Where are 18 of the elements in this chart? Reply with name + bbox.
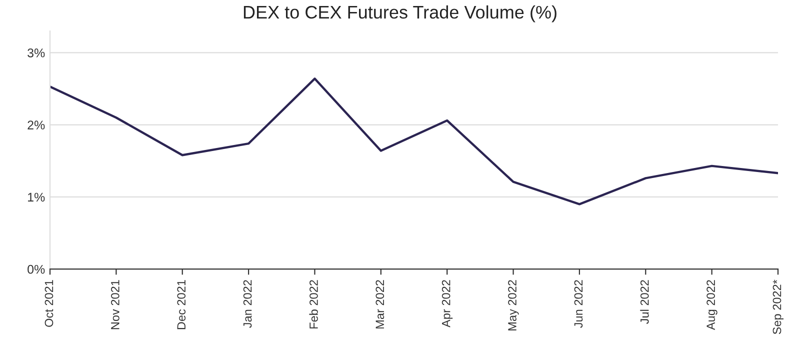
x-tick-label: Jun 2022 xyxy=(574,280,583,328)
line-series xyxy=(50,78,778,206)
y-tick-label: 0% xyxy=(28,264,45,274)
y-tick-label: 3% xyxy=(28,48,45,58)
x-tick-label: May 2022 xyxy=(508,280,519,330)
x-tick-label: Feb 2022 xyxy=(309,280,318,328)
x-tick-label: Apr 2022 xyxy=(442,280,453,328)
x-tick-label: Nov 2021 xyxy=(110,280,120,330)
chart-title: DEX to CEX Futures Trade Volume (%) xyxy=(244,5,556,22)
x-tick-label: Sep 2022* xyxy=(772,280,784,334)
y-tick-label: 1% xyxy=(28,192,45,202)
x-tick-label: Oct 2021 xyxy=(44,280,54,327)
x-tick-label: Jan 2022 xyxy=(243,280,252,328)
x-tick-label: Mar 2022 xyxy=(376,280,384,328)
x-tick-label: Aug 2022 xyxy=(706,280,718,330)
x-tick-label: Jul 2022 xyxy=(640,280,649,324)
y-tick-label: 2% xyxy=(28,120,45,130)
x-tick-label: Dec 2021 xyxy=(177,280,186,330)
